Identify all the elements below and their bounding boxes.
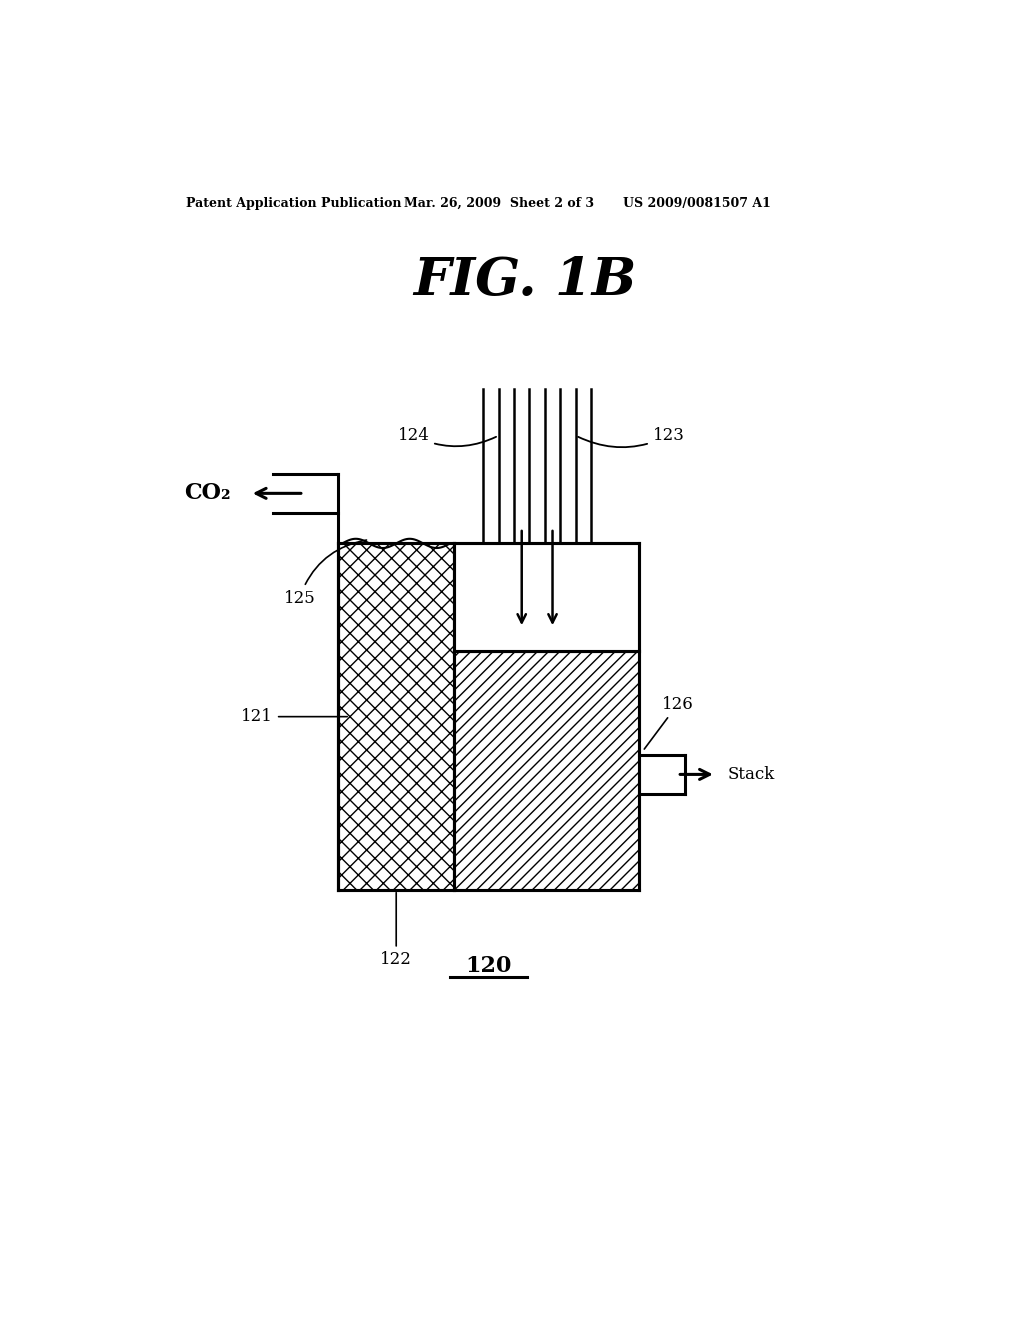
Text: 120: 120 [466,956,512,977]
Text: 121: 121 [241,708,347,725]
Text: CO₂: CO₂ [184,482,230,504]
Text: 125: 125 [284,540,367,607]
Text: 123: 123 [579,428,684,447]
Text: Patent Application Publication: Patent Application Publication [186,197,401,210]
Text: US 2009/0081507 A1: US 2009/0081507 A1 [624,197,771,210]
Text: FIG. 1B: FIG. 1B [413,255,637,306]
Text: Stack: Stack [727,766,774,783]
Text: 122: 122 [380,892,412,969]
Text: 126: 126 [644,696,693,748]
Text: 124: 124 [397,428,496,446]
Text: Mar. 26, 2009  Sheet 2 of 3: Mar. 26, 2009 Sheet 2 of 3 [403,197,594,210]
Bar [454,544,639,651]
Bar [454,651,639,890]
Bar [339,544,454,890]
